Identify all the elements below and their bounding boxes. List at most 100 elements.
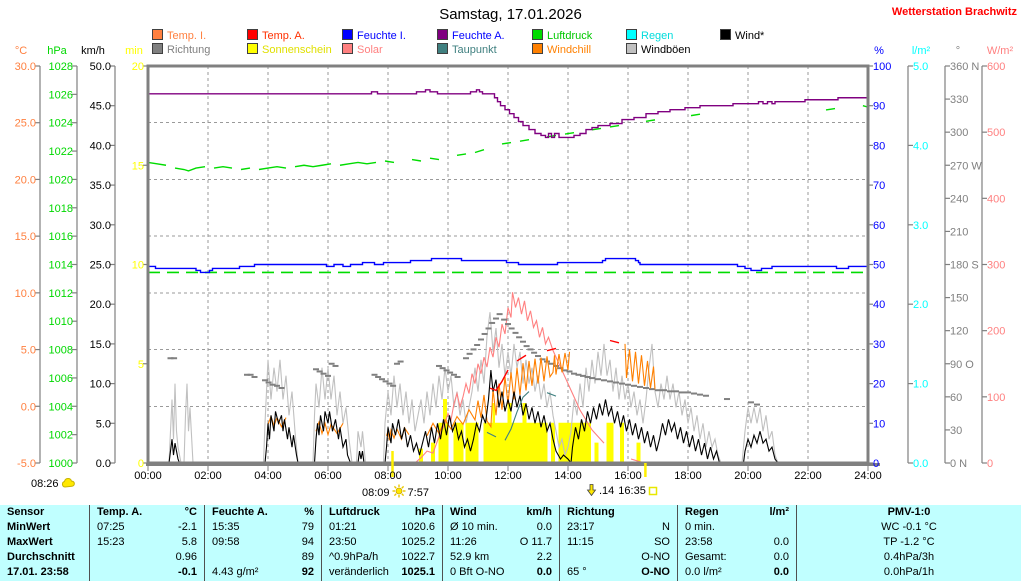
summary-table: Sensor MinWert MaxWert Durchschnitt 17.01. 2… xyxy=(0,505,1021,581)
svg-text:20: 20 xyxy=(873,379,885,391)
axis-: ° 0 N 30 60 90 O 120 150 180 S 210 240 270 W 300 330… xyxy=(944,45,982,470)
table-header-regen: Regen l/m² xyxy=(685,506,789,518)
legend-label-temp-a: Temp. A. xyxy=(262,30,305,42)
table-cell: 01:21 1020.6 xyxy=(329,521,435,533)
svg-text:150: 150 xyxy=(950,293,968,305)
legend-swatch-feuchte-a xyxy=(437,29,448,40)
svg-text:500: 500 xyxy=(987,127,1005,139)
svg-text:15.0: 15.0 xyxy=(15,231,36,243)
svg-text:80: 80 xyxy=(873,140,885,152)
svg-text:300: 300 xyxy=(950,127,968,139)
svg-text:00:00: 00:00 xyxy=(134,470,162,482)
table-column-temp-a: Temp. A. °C 07:25 -2.1 15:23 5.8 0.96 -0.1 xyxy=(90,505,205,581)
sunset-marker-icon xyxy=(648,486,658,496)
table-cell: O-NO xyxy=(641,551,670,563)
table-cell: 0.0 l/m² 0.0 xyxy=(685,566,789,578)
svg-text:90: 90 xyxy=(873,101,885,113)
svg-text:0: 0 xyxy=(987,458,993,470)
svg-text:24:00: 24:00 xyxy=(854,470,882,482)
svg-text:1016: 1016 xyxy=(49,231,73,243)
svg-text:10: 10 xyxy=(132,260,144,272)
axis-unit-l-m: l/m² xyxy=(912,45,931,57)
legend-swatch-regen xyxy=(626,29,637,40)
daylight-value: 08:26 xyxy=(31,478,59,490)
legend-item-temp-i: Temp. I. xyxy=(152,29,206,42)
svg-text:15: 15 xyxy=(132,160,144,172)
series-windchill xyxy=(267,343,656,441)
table-cell: 23:58 0.0 xyxy=(685,536,789,548)
svg-text:1006: 1006 xyxy=(49,373,73,385)
table-cell: veränderlich 1025.1 xyxy=(329,566,435,578)
svg-text:200: 200 xyxy=(987,326,1005,338)
legend-swatch-richtung xyxy=(152,43,163,54)
table-row-label: MaxWert xyxy=(7,536,53,548)
svg-text:20:00: 20:00 xyxy=(734,470,762,482)
svg-text:02:00: 02:00 xyxy=(194,470,222,482)
svg-text:1000: 1000 xyxy=(49,458,73,470)
svg-text:1026: 1026 xyxy=(49,89,73,101)
svg-text:60: 60 xyxy=(950,392,962,404)
axis-km-h: km/h 0.0 5.0 10.0 15.0 20.0 25.0 30.0 35.0 40.0 45… xyxy=(81,45,116,470)
svg-text:5: 5 xyxy=(138,359,144,371)
table-cell: 0.96 xyxy=(175,551,197,563)
legend-swatch-luftdruck xyxy=(532,29,543,40)
table-cell: 23:50 1025.2 xyxy=(329,536,435,548)
svg-text:70: 70 xyxy=(873,180,885,192)
svg-text:50: 50 xyxy=(873,260,885,272)
table-cell: 65 ° O-NO xyxy=(567,566,670,578)
svg-text:22:00: 22:00 xyxy=(794,470,822,482)
svg-text:240: 240 xyxy=(950,193,968,205)
legend-item-regen: Regen xyxy=(626,29,673,42)
svg-text:2.0: 2.0 xyxy=(913,299,928,311)
svg-text:5.0: 5.0 xyxy=(913,61,928,73)
svg-text:45.0: 45.0 xyxy=(90,101,111,113)
table-cell: 0 min. xyxy=(685,521,715,533)
svg-text:40: 40 xyxy=(873,299,885,311)
svg-text:06:00: 06:00 xyxy=(314,470,342,482)
legend-item-taupunkt: Taupunkt xyxy=(437,43,497,56)
svg-text:10.0: 10.0 xyxy=(90,379,111,391)
svg-text:15.0: 15.0 xyxy=(90,339,111,351)
svg-text:1018: 1018 xyxy=(49,203,73,215)
svg-text:1028: 1028 xyxy=(49,61,73,73)
table-header-wind: Wind km/h xyxy=(450,506,552,518)
svg-text:35.0: 35.0 xyxy=(90,180,111,192)
series-sonnenschein xyxy=(419,398,641,464)
svg-text:0 N: 0 N xyxy=(950,458,967,470)
legend-item-temp-a: Temp. A. xyxy=(247,29,305,42)
legend-label-solar: Solar xyxy=(357,44,383,56)
table-header-temp-a: Temp. A. °C xyxy=(97,506,197,518)
axis-unit-min: min xyxy=(125,45,143,57)
svg-text:20: 20 xyxy=(132,61,144,73)
legend-item-solar: Solar xyxy=(342,43,383,56)
table-column-sensor: Sensor MinWert MaxWert Durchschnitt 17.01. 2… xyxy=(0,505,90,581)
legend-label-feuchte-a: Feuchte A. xyxy=(452,30,505,42)
legend-swatch-solar xyxy=(342,43,353,54)
svg-text:3.0: 3.0 xyxy=(913,220,928,232)
axis-unit-w-m: W/m² xyxy=(987,45,1014,57)
table-cell: 0 Bft O-NO 0.0 xyxy=(450,566,552,578)
table-column-regen: Regen l/m² 0 min. 23:58 0.0 Gesamt: 0.0 0.0 l/m… xyxy=(678,505,797,581)
axis-: % 0 10 20 30 40 50 60 70 80 90 100 xyxy=(868,45,891,470)
legend-label-windchill: Windchill xyxy=(547,44,592,56)
svg-text:1.0: 1.0 xyxy=(913,379,928,391)
svg-text:10: 10 xyxy=(873,418,885,430)
svg-text:1012: 1012 xyxy=(49,288,73,300)
axis-unit-c: °C xyxy=(15,45,27,57)
svg-text:08:00: 08:00 xyxy=(374,470,402,482)
table-column-richtung: Richtung 23:17 N 11:15 SO O-NO 65 ° O-NO xyxy=(560,505,678,581)
table-cell: TP -1.2 °C xyxy=(883,536,935,548)
sunset-prefix: .14 xyxy=(599,485,615,497)
svg-text:5.0: 5.0 xyxy=(21,345,36,357)
svg-text:18:00: 18:00 xyxy=(674,470,702,482)
legend-label-wind: Wind* xyxy=(735,30,765,42)
svg-text:1008: 1008 xyxy=(49,345,73,357)
series-group xyxy=(147,89,868,464)
station-name: Wetterstation Brachwitz xyxy=(891,6,1017,18)
legend-label-sonnenschein: Sonnenschein xyxy=(262,44,332,56)
table-cell: 0.0hPa/1h xyxy=(883,566,935,578)
sunrise-time: 08:09 xyxy=(362,487,390,499)
x-axis-ticks xyxy=(147,466,869,471)
table-row-label: 17.01. 23:58 xyxy=(7,566,69,578)
